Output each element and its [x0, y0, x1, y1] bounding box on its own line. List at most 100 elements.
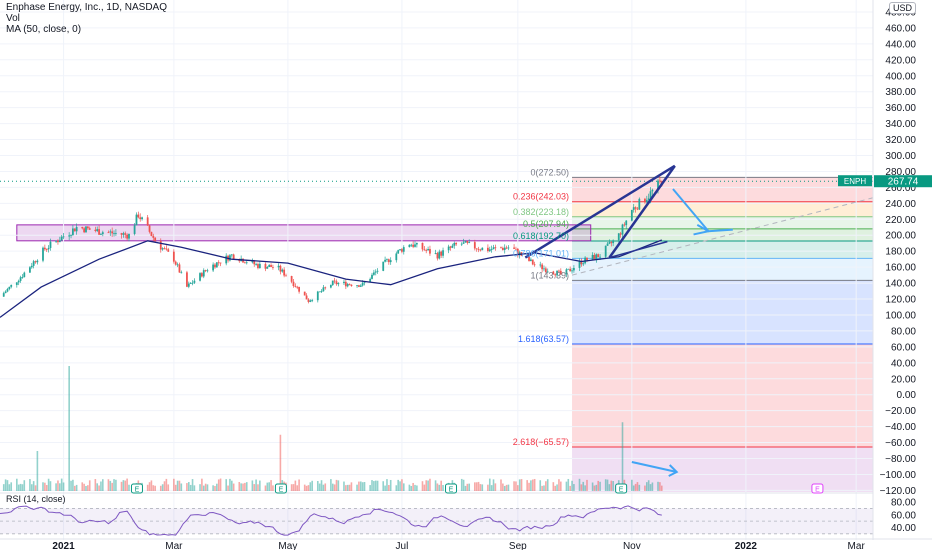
volume-bar	[565, 481, 568, 491]
candle-body	[580, 260, 583, 265]
candle-body	[397, 250, 400, 254]
candle-body	[34, 261, 37, 263]
price-tick-label: 380.00	[885, 87, 916, 98]
candle-body	[356, 285, 358, 287]
volume-bar	[382, 481, 385, 491]
candle-body	[595, 254, 598, 260]
candle-body	[124, 233, 127, 235]
earnings-marker[interactable]	[130, 483, 143, 494]
candle-body	[167, 249, 170, 252]
candle-body	[75, 226, 78, 232]
volume-bar	[481, 484, 484, 491]
fib-zones	[16, 176, 873, 492]
volume-bar	[174, 484, 177, 491]
volume-bar	[474, 482, 476, 491]
candle-body	[449, 246, 452, 248]
earnings-marker[interactable]	[274, 483, 287, 494]
earnings-marker[interactable]	[811, 483, 824, 494]
candle-body	[369, 278, 372, 283]
candle-body	[487, 247, 489, 252]
candle-body	[421, 242, 424, 250]
fib-level-label: 0.786(171.01)	[513, 248, 569, 258]
volume-bar	[330, 479, 332, 491]
candle-body	[569, 268, 572, 272]
rsi-band	[0, 508, 873, 534]
candle-body	[245, 262, 248, 264]
candle-body	[440, 251, 443, 256]
volume-bar	[270, 480, 272, 491]
volume-bar	[427, 480, 429, 491]
candle-body	[266, 266, 269, 269]
volume-bar	[335, 479, 338, 491]
candle-body	[176, 264, 179, 266]
volume-bar	[556, 484, 558, 491]
candle-body	[571, 270, 573, 272]
candle-body	[490, 249, 493, 250]
volume-bar	[259, 480, 261, 491]
price-tick-label: 100.00	[885, 310, 916, 321]
candle-body	[212, 264, 215, 271]
price-tick-label: 20.00	[891, 374, 916, 385]
candle-body	[429, 249, 431, 254]
price-tick-label: 140.00	[885, 279, 916, 290]
candle-body	[258, 263, 261, 269]
volume-bar	[429, 478, 431, 491]
candle-body	[348, 284, 351, 285]
earnings-marker[interactable]	[615, 483, 628, 494]
candle-body	[42, 247, 44, 261]
volume-bar	[657, 481, 659, 491]
candle-body	[277, 265, 280, 268]
volume-bar	[388, 484, 390, 491]
rsi-legend[interactable]: RSI (14, close)	[6, 494, 66, 504]
legend-ma[interactable]: MA (50, close, 0)	[6, 24, 82, 35]
candle-body	[137, 214, 140, 218]
earnings-marker-label: E	[279, 487, 284, 494]
currency-button[interactable]: USD	[889, 2, 917, 14]
volume-bar	[363, 482, 366, 491]
candle-body	[477, 248, 480, 250]
volume-bar	[225, 479, 227, 491]
earnings-marker[interactable]	[445, 483, 458, 494]
candle-body	[462, 242, 465, 244]
price-axis[interactable]: 480.00460.00440.00420.00400.00380.00360.…	[872, 0, 932, 550]
candle-body	[565, 269, 568, 275]
volume-bar	[98, 485, 100, 491]
candle-body	[621, 224, 624, 235]
volume-bar	[23, 480, 26, 491]
volume-bar	[414, 484, 416, 491]
candle-body	[632, 207, 635, 210]
legend-volume[interactable]: Vol	[6, 13, 20, 24]
volume-bar	[541, 485, 543, 491]
price-tick-label: 440.00	[885, 39, 916, 50]
volume-bar	[217, 479, 220, 491]
time-axis[interactable]: 2021 Mar May Jul Sep Nov 2022 Mar	[0, 538, 932, 550]
candle-body	[73, 228, 76, 232]
volume-bar	[638, 484, 641, 491]
price-tick-label: −100.00	[880, 470, 917, 481]
volume-bar	[111, 482, 113, 491]
volume-bar	[584, 485, 586, 491]
candle-body	[335, 281, 338, 285]
volume-bar	[322, 484, 325, 491]
price-tick-label: −20.00	[885, 406, 916, 417]
price-tick-label: 420.00	[885, 55, 916, 66]
volume-bar	[255, 479, 257, 491]
candle-body	[644, 198, 646, 203]
volume-bars	[2, 366, 663, 491]
volume-bar	[10, 482, 13, 491]
fib-band	[572, 177, 873, 202]
volume-bar	[423, 484, 426, 491]
candle-body	[541, 264, 544, 270]
dashed-trendline	[571, 197, 874, 276]
volume-bar	[204, 483, 207, 491]
volume-bar	[500, 479, 502, 491]
candle-body	[186, 272, 188, 287]
candle-body	[229, 255, 231, 261]
drawings[interactable]	[524, 164, 874, 477]
candle-body	[466, 241, 469, 243]
legend-symbol[interactable]: Enphase Energy, Inc., 1D, NASDAQ	[6, 2, 168, 13]
volume-bar	[580, 484, 583, 491]
volume-bar	[610, 480, 613, 491]
